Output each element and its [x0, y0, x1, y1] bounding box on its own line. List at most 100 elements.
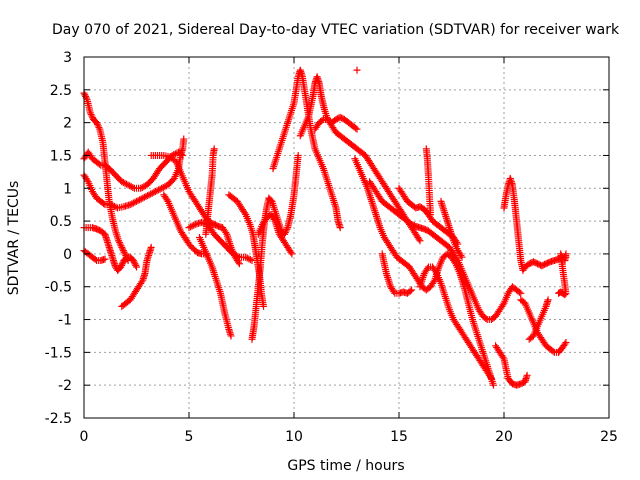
data-point [115, 238, 123, 246]
data-point [150, 188, 158, 196]
data-point [91, 255, 99, 263]
data-point [423, 265, 431, 273]
data-point [87, 110, 95, 118]
data-point [242, 253, 250, 261]
data-point [151, 188, 159, 196]
data-point [353, 66, 361, 74]
data-point [245, 255, 253, 263]
x-tick-label: 0 [80, 429, 89, 445]
x-tick-label: 10 [285, 429, 303, 445]
data-point [499, 301, 507, 309]
data-point [282, 227, 290, 235]
data-point [129, 256, 137, 264]
data-point [523, 371, 531, 379]
series-track-y [437, 197, 466, 261]
series-track-p [296, 73, 424, 245]
series-track-d [80, 224, 140, 274]
data-point [100, 200, 108, 208]
data-point [318, 116, 326, 124]
data-point [288, 250, 296, 258]
data-point [336, 224, 344, 232]
data-point [499, 353, 507, 361]
y-tick-label: 3 [63, 50, 72, 66]
data-point [453, 255, 461, 263]
data-point [190, 221, 198, 229]
y-tick-label: 0 [63, 247, 72, 263]
data-point [283, 225, 291, 233]
data-point [352, 124, 360, 132]
series-track-za [492, 342, 531, 389]
data-point [222, 229, 230, 237]
data-point [129, 183, 137, 191]
plot-frame [83, 56, 610, 419]
data-point [430, 278, 438, 286]
axis-ticks: 0 5 10 15 20 25 3 2.5 2 1.5 1 0.5 0 -0.5 -1 -1.5 -2 -2.5 [45, 50, 618, 445]
data-point [562, 339, 570, 347]
data-point [241, 209, 249, 217]
data-point [126, 201, 134, 209]
data-point [131, 260, 139, 268]
series-track-o [269, 66, 344, 232]
data-point [147, 190, 155, 198]
data-point [156, 185, 164, 193]
data-point [159, 183, 167, 191]
data-point [93, 119, 101, 127]
series-track-zc [525, 296, 552, 343]
data-point [109, 202, 117, 210]
series-track-u [378, 250, 416, 297]
data-point [458, 253, 466, 261]
data-point [163, 196, 171, 204]
data-point [544, 296, 552, 304]
data-point [139, 194, 147, 202]
data-point [210, 145, 218, 153]
series-track-f [118, 243, 155, 310]
data-point [187, 223, 195, 231]
data-point [457, 252, 465, 260]
x-tick-label: 15 [390, 429, 408, 445]
data-point [82, 92, 90, 100]
data-point [490, 381, 497, 389]
data-point [86, 109, 94, 117]
data-point [118, 243, 126, 251]
data-point [422, 145, 430, 153]
series-track-b [80, 148, 187, 192]
data-point [133, 197, 140, 205]
data-point [180, 135, 188, 143]
data-point [83, 176, 91, 184]
data-point [94, 122, 102, 130]
series-track-v [416, 263, 495, 383]
grid [84, 57, 609, 418]
data-point [110, 202, 118, 210]
data-point [128, 200, 136, 208]
data-point [137, 195, 145, 203]
data-point [118, 261, 126, 269]
data-point [353, 125, 361, 133]
data-point [227, 332, 235, 340]
data-point [119, 179, 127, 187]
series-track-x [422, 145, 434, 219]
data-point [155, 186, 163, 194]
x-axis-label: GPS time / hours [287, 458, 404, 474]
data-point [234, 252, 242, 260]
data-point [138, 278, 146, 286]
data-point [132, 261, 140, 269]
data-point [235, 260, 243, 268]
data-point [93, 120, 101, 128]
data-point [415, 235, 423, 243]
data-points [80, 66, 570, 389]
y-tick-label: 2.5 [50, 83, 72, 99]
data-point [130, 258, 138, 266]
data-point [294, 151, 302, 159]
data-point [482, 314, 490, 322]
series-track-q [311, 113, 361, 133]
data-point [281, 229, 289, 237]
y-tick-label: -1.5 [45, 345, 72, 361]
data-point [127, 183, 135, 191]
data-point [287, 248, 295, 256]
series-track-m [248, 151, 302, 343]
data-point [107, 201, 115, 209]
x-tick-label: 5 [185, 429, 194, 445]
data-point [116, 240, 124, 248]
data-point [188, 222, 196, 230]
